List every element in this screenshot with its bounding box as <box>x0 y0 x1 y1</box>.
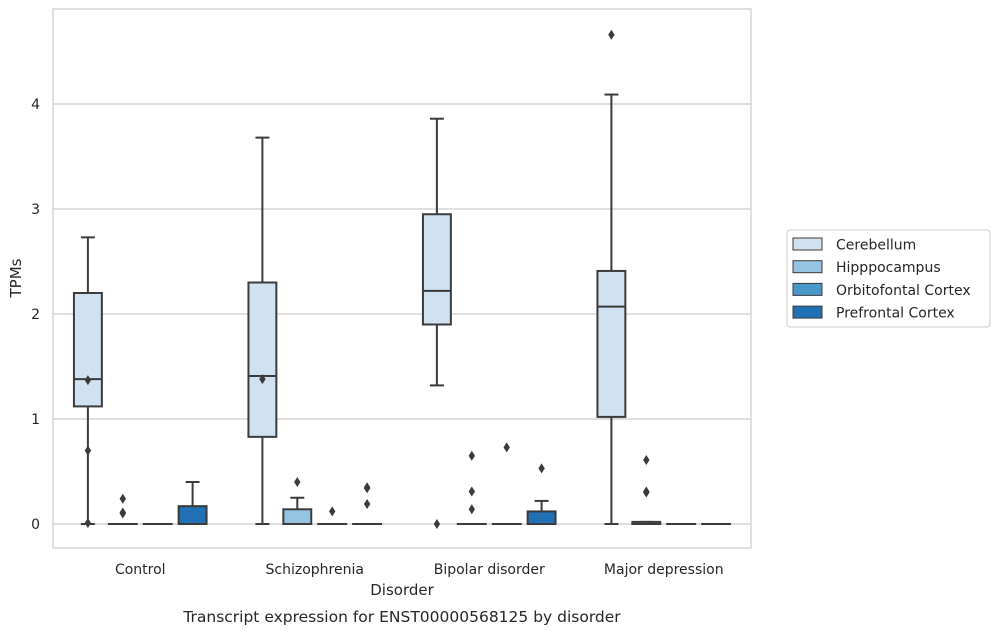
legend-label: Hipppocampus <box>836 260 941 276</box>
outlier-point <box>643 454 650 465</box>
outlier-point <box>259 374 266 385</box>
box-orbitofontal-cortex-2 <box>491 442 522 526</box>
x-tick-label: Control <box>115 562 166 578</box>
box-plots <box>72 29 732 529</box>
box-iqr <box>421 213 452 326</box>
x-tick-label: Major depression <box>604 562 724 578</box>
outlier-point <box>608 29 615 40</box>
chart-caption: Transcript expression for ENST0000056812… <box>182 608 621 626</box>
legend-label: Orbitofontal Cortex <box>836 283 971 299</box>
legend-frame <box>786 229 991 328</box>
x-tick-label: Schizophrenia <box>266 562 364 578</box>
box-prefrontal-cortex-2 <box>526 463 557 525</box>
legend-label: Prefrontal Cortex <box>836 306 955 322</box>
y-tick-label: 3 <box>31 202 40 218</box>
outlier-point <box>329 506 336 517</box>
legend-label: Cerebellum <box>836 238 916 254</box>
outlier-point <box>119 507 126 518</box>
outlier-point <box>84 375 92 386</box>
legend-swatch <box>792 282 823 296</box>
outlier-point <box>363 499 371 510</box>
box-iqr <box>177 505 208 525</box>
box-iqr <box>596 269 627 418</box>
legend: Cerebellum Hipppocampus Orbitofontal Corte… <box>786 229 991 328</box>
outlier-point <box>433 519 441 529</box>
y-tick-label: 4 <box>31 97 40 113</box>
box-cerebellum-3 <box>596 29 627 525</box>
x-tick-labels: Control Schizophrenia Bipolar disorder Majo… <box>115 562 724 578</box>
y-axis-title: TPMs <box>7 258 25 298</box>
outlier-point <box>468 486 475 497</box>
outlier-point <box>538 463 545 474</box>
box-hipppocampus-1 <box>282 477 313 525</box>
outlier-point <box>84 517 92 528</box>
y-tick-label: 2 <box>31 307 40 323</box>
box-iqr <box>247 281 278 438</box>
outlier-point <box>503 442 510 453</box>
plot-frame <box>52 8 752 549</box>
legend-swatch <box>792 260 823 274</box>
box-hipppocampus-0 <box>107 493 138 526</box>
box-prefrontal-cortex-0 <box>177 481 208 525</box>
legend-swatch <box>792 237 823 251</box>
box-cerebellum-1 <box>247 136 278 525</box>
box-iqr <box>72 292 103 408</box>
y-tick-label: 1 <box>31 412 40 428</box>
box-orbitofontal-cortex-1 <box>317 506 348 526</box>
outlier-point <box>119 493 126 504</box>
box-iqr <box>282 508 313 525</box>
outlier-point <box>363 483 371 494</box>
box-hipppocampus-3 <box>631 454 662 526</box>
box-prefrontal-cortex-1 <box>352 482 383 526</box>
y-tick-label: 0 <box>31 517 40 533</box>
outlier-point <box>643 486 650 497</box>
outlier-point <box>84 445 92 456</box>
outlier-point <box>468 504 475 515</box>
x-tick-label: Bipolar disorder <box>434 562 545 578</box>
y-tick-labels: 0 1 2 3 4 <box>31 97 40 533</box>
box-cerebellum-0 <box>72 236 103 528</box>
legend-swatch <box>792 305 823 319</box>
box-hipppocampus-2 <box>456 450 487 526</box>
x-axis-title: Disorder <box>370 581 434 599</box>
box-iqr <box>526 510 557 525</box>
outlier-point <box>468 450 475 461</box>
outlier-point <box>294 477 301 487</box>
box-cerebellum-2 <box>421 117 452 529</box>
